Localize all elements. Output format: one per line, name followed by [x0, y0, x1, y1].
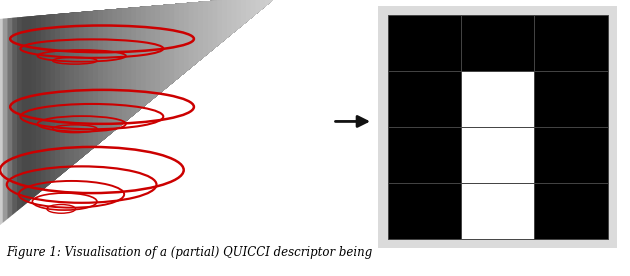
Polygon shape [12, 0, 279, 215]
Polygon shape [45, 0, 279, 188]
Polygon shape [17, 0, 279, 211]
Polygon shape [155, 0, 279, 97]
FancyBboxPatch shape [335, 0, 630, 276]
FancyBboxPatch shape [351, 0, 630, 276]
Bar [534, 15, 608, 71]
Polygon shape [127, 0, 279, 121]
Polygon shape [241, 0, 279, 26]
Polygon shape [65, 0, 279, 172]
Polygon shape [112, 0, 279, 132]
Text: Figure 1: Visualisation of a (partial) QUICCI descriptor being: Figure 1: Visualisation of a (partial) Q… [6, 246, 372, 259]
Bar [387, 71, 461, 127]
Polygon shape [164, 0, 279, 89]
Polygon shape [250, 0, 279, 19]
Bar [461, 15, 534, 71]
Polygon shape [174, 0, 279, 81]
Polygon shape [198, 0, 279, 62]
Polygon shape [188, 0, 279, 70]
Polygon shape [141, 0, 279, 109]
Polygon shape [108, 0, 279, 137]
Polygon shape [184, 0, 279, 74]
Polygon shape [60, 0, 279, 176]
Bar [534, 183, 608, 239]
Bar [534, 127, 608, 183]
FancyBboxPatch shape [340, 0, 630, 276]
Polygon shape [55, 0, 279, 180]
Polygon shape [179, 0, 279, 78]
FancyBboxPatch shape [372, 0, 623, 254]
Bar [387, 15, 461, 71]
Polygon shape [26, 0, 279, 203]
Polygon shape [169, 0, 279, 86]
Polygon shape [231, 0, 279, 34]
Polygon shape [79, 0, 279, 160]
Polygon shape [32, 0, 279, 199]
Polygon shape [22, 0, 279, 207]
Bar [461, 183, 534, 239]
Polygon shape [260, 0, 279, 11]
Bar [461, 127, 534, 183]
Polygon shape [270, 0, 279, 3]
Polygon shape [160, 0, 279, 93]
Polygon shape [0, 0, 279, 227]
Polygon shape [117, 0, 279, 129]
Polygon shape [131, 0, 279, 117]
FancyBboxPatch shape [357, 0, 630, 270]
Polygon shape [41, 0, 279, 192]
Polygon shape [151, 0, 279, 101]
Polygon shape [236, 0, 279, 30]
Polygon shape [93, 0, 279, 148]
Polygon shape [265, 0, 279, 7]
Polygon shape [222, 0, 279, 42]
FancyBboxPatch shape [362, 0, 630, 265]
Polygon shape [69, 0, 279, 168]
Polygon shape [84, 0, 279, 156]
Polygon shape [146, 0, 279, 105]
Polygon shape [98, 0, 279, 144]
FancyBboxPatch shape [346, 0, 630, 276]
Polygon shape [122, 0, 279, 125]
Polygon shape [88, 0, 279, 152]
Polygon shape [74, 0, 279, 164]
Polygon shape [246, 0, 279, 23]
Polygon shape [207, 0, 279, 54]
Bar [387, 127, 461, 183]
Polygon shape [217, 0, 279, 46]
Bar [534, 71, 608, 127]
Polygon shape [212, 0, 279, 50]
Polygon shape [193, 0, 279, 66]
Polygon shape [227, 0, 279, 38]
Polygon shape [3, 0, 279, 223]
Polygon shape [203, 0, 279, 58]
Polygon shape [8, 0, 279, 219]
Polygon shape [103, 0, 279, 140]
Polygon shape [36, 0, 279, 195]
Bar [461, 71, 534, 127]
Polygon shape [255, 0, 279, 15]
Polygon shape [136, 0, 279, 113]
Bar [387, 183, 461, 239]
Polygon shape [50, 0, 279, 184]
FancyBboxPatch shape [367, 0, 628, 259]
